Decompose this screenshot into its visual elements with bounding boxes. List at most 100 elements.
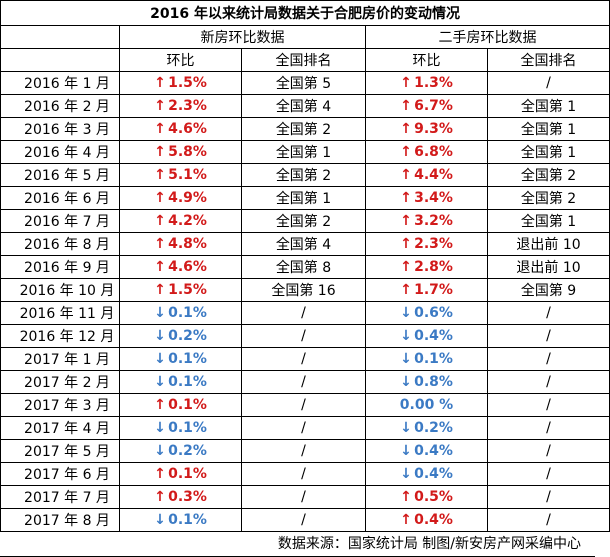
new-rank-cell: /	[241, 370, 366, 394]
housing-price-table: 2016 年以来统计局数据关于合肥房价的变动情况 新房环比数据 二手房环比数据 …	[0, 0, 610, 532]
arrow-up-icon: ↑	[154, 213, 166, 229]
arrow-up-icon: ↑	[400, 512, 412, 528]
arrow-up-icon: ↑	[400, 121, 412, 137]
arrow-up-icon: ↑	[400, 259, 412, 275]
month-cell: 2016 年 4 月	[0, 140, 120, 164]
source-text: 数据来源：国家统计局 制图/新安房产网采编中心	[277, 536, 581, 552]
second-rank-cell: /	[486, 393, 610, 417]
title-row: 2016 年以来统计局数据关于合肥房价的变动情况	[0, 0, 610, 26]
month-cell: 2016 年 8 月	[0, 232, 120, 256]
source-footer: 数据来源：国家统计局 制图/新安房产网采编中心	[0, 532, 595, 557]
second-rank-cell: /	[486, 485, 610, 509]
arrow-up-icon: ↑	[154, 98, 166, 114]
col-header-second-rank: 全国排名	[486, 48, 610, 72]
second-mom-cell: ↑ 2.3%	[365, 232, 488, 256]
new-rank-cell: /	[241, 393, 366, 417]
col-header-second-mom: 环比	[365, 48, 488, 72]
second-mom-cell: ↑ 3.4%	[365, 186, 488, 210]
table-row: 2016 年 2 月 ↑ 2.3% 全国第 4 ↑ 6.7% 全国第 1	[0, 94, 610, 118]
arrow-down-icon: ↓	[154, 351, 166, 367]
second-mom-cell: 0.00 %	[365, 393, 488, 417]
change-value: 4.4%	[414, 167, 453, 183]
second-rank-cell: /	[486, 324, 610, 348]
month-cell: 2016 年 6 月	[0, 186, 120, 210]
arrow-up-icon: ↑	[400, 98, 412, 114]
second-mom-cell: ↑ 0.4%	[365, 508, 488, 532]
group-header-new: 新房环比数据	[119, 25, 366, 49]
table-row: 2017 年 5 月 ↓ 0.2% / ↓ 0.4% /	[0, 439, 610, 463]
change-value: 0.4%	[414, 328, 453, 344]
change-value: 0.1%	[168, 305, 207, 321]
second-rank-cell: /	[486, 508, 610, 532]
change-value: 4.6%	[168, 121, 207, 137]
table-title: 2016 年以来统计局数据关于合肥房价的变动情况	[0, 0, 610, 26]
new-mom-cell: ↑ 4.2%	[119, 209, 242, 233]
change-value: 6.7%	[414, 98, 453, 114]
new-rank-cell: /	[241, 485, 366, 509]
month-cell: 2016 年 3 月	[0, 117, 120, 141]
change-value: 1.3%	[414, 75, 453, 91]
second-rank-cell: 全国第 1	[486, 209, 610, 233]
new-mom-cell: ↑ 5.1%	[119, 163, 242, 187]
change-value: 0.8%	[414, 374, 453, 390]
arrow-up-icon: ↑	[154, 75, 166, 91]
arrow-up-icon: ↑	[154, 236, 166, 252]
arrow-down-icon: ↓	[400, 305, 412, 321]
second-mom-cell: ↑ 1.3%	[365, 71, 488, 95]
arrow-up-icon: ↑	[154, 259, 166, 275]
new-mom-cell: ↓ 0.2%	[119, 439, 242, 463]
new-mom-cell: ↑ 1.5%	[119, 278, 242, 302]
new-rank-cell: /	[241, 347, 366, 371]
month-cell: 2016 年 9 月	[0, 255, 120, 279]
table-row: 2016 年 10 月 ↑ 1.5% 全国第 16 ↑ 1.7% 全国第 9	[0, 278, 610, 302]
new-rank-cell: 全国第 2	[241, 163, 366, 187]
table-row: 2016 年 12 月 ↓ 0.2% / ↓ 0.4% /	[0, 324, 610, 348]
change-value: 9.3%	[414, 121, 453, 137]
change-value: 3.2%	[414, 213, 453, 229]
arrow-down-icon: ↓	[400, 351, 412, 367]
new-mom-cell: ↓ 0.1%	[119, 508, 242, 532]
second-rank-cell: 全国第 1	[486, 140, 610, 164]
new-rank-cell: /	[241, 508, 366, 532]
second-rank-cell: /	[486, 301, 610, 325]
arrow-up-icon: ↑	[400, 213, 412, 229]
second-mom-cell: ↑ 1.7%	[365, 278, 488, 302]
change-value: 4.8%	[168, 236, 207, 252]
second-mom-cell: ↓ 0.6%	[365, 301, 488, 325]
change-value: 0.1%	[168, 351, 207, 367]
col-header-new-mom: 环比	[119, 48, 242, 72]
group-header-second: 二手房环比数据	[364, 25, 610, 49]
month-cell: 2016 年 2 月	[0, 94, 120, 118]
change-value: 0.1%	[168, 466, 207, 482]
arrow-down-icon: ↓	[400, 466, 412, 482]
arrow-up-icon: ↑	[400, 144, 412, 160]
new-mom-cell: ↓ 0.1%	[119, 370, 242, 394]
arrow-down-icon: ↓	[154, 443, 166, 459]
change-value: 4.6%	[168, 259, 207, 275]
month-cell: 2017 年 4 月	[0, 416, 120, 440]
table-row: 2016 年 5 月 ↑ 5.1% 全国第 2 ↑ 4.4% 全国第 2	[0, 163, 610, 187]
table-row: 2016 年 9 月 ↑ 4.6% 全国第 8 ↑ 2.8% 退出前 10	[0, 255, 610, 279]
new-mom-cell: ↑ 4.8%	[119, 232, 242, 256]
table-row: 2017 年 4 月 ↓ 0.1% / ↓ 0.2% /	[0, 416, 610, 440]
arrow-down-icon: ↓	[154, 305, 166, 321]
new-mom-cell: ↑ 0.3%	[119, 485, 242, 509]
change-value: 4.2%	[168, 213, 207, 229]
arrow-down-icon: ↓	[400, 420, 412, 436]
change-value: 0.2%	[414, 420, 453, 436]
change-value: 1.5%	[168, 282, 207, 298]
new-mom-cell: ↑ 5.8%	[119, 140, 242, 164]
change-value: 1.7%	[414, 282, 453, 298]
new-rank-cell: 全国第 4	[241, 232, 366, 256]
second-mom-cell: ↓ 0.8%	[365, 370, 488, 394]
new-rank-cell: 全国第 4	[241, 94, 366, 118]
second-mom-cell: ↑ 2.8%	[365, 255, 488, 279]
second-rank-cell: 全国第 2	[486, 186, 610, 210]
arrow-up-icon: ↑	[400, 190, 412, 206]
new-rank-cell: 全国第 8	[241, 255, 366, 279]
table-row: 2016 年 7 月 ↑ 4.2% 全国第 2 ↑ 3.2% 全国第 1	[0, 209, 610, 233]
month-cell: 2017 年 3 月	[0, 393, 120, 417]
second-mom-cell: ↑ 9.3%	[365, 117, 488, 141]
change-value: 2.3%	[414, 236, 453, 252]
arrow-up-icon: ↑	[400, 236, 412, 252]
